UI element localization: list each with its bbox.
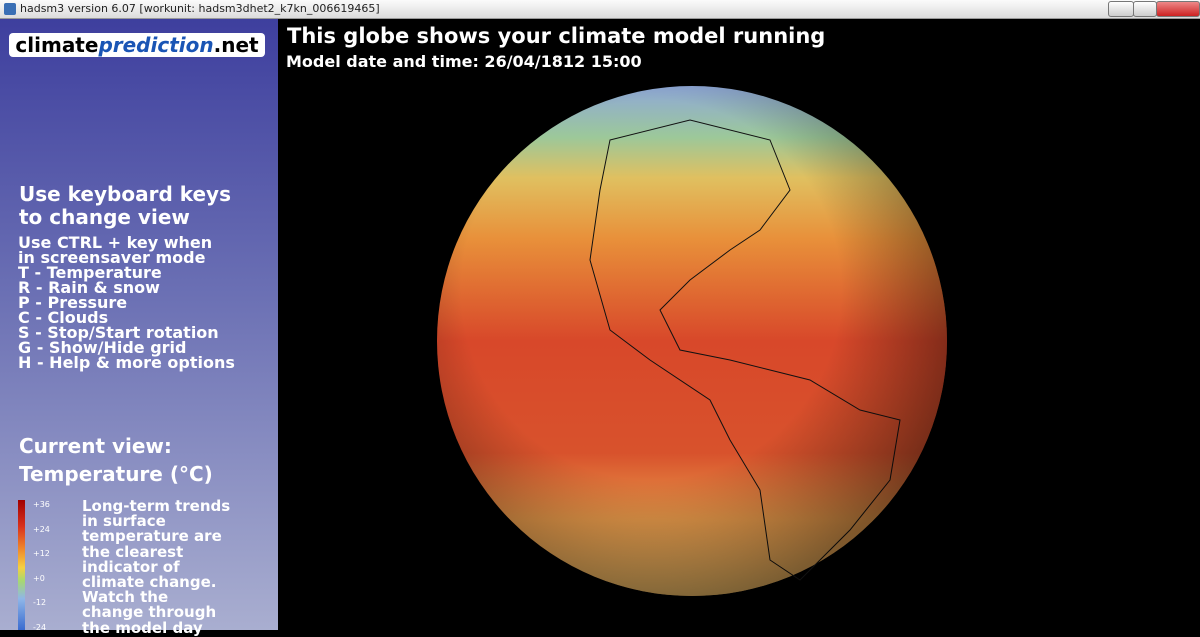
title-bar: hadsm3 version 6.07 [workunit: hadsm3dhe…	[0, 0, 1200, 19]
scale-label: +24	[33, 524, 50, 534]
description-line: indicator of	[82, 557, 180, 576]
shortcut-line: Use CTRL + key when	[18, 233, 213, 252]
scale-label: +12	[33, 549, 50, 559]
sidebar	[0, 19, 278, 630]
description-line: the model day	[82, 618, 203, 637]
logo-text: prediction	[98, 33, 214, 57]
globe	[437, 86, 947, 596]
logo-text: .net	[213, 33, 259, 57]
description-line: the clearest	[82, 542, 184, 561]
description-line: Long-term trends	[82, 497, 231, 515]
description-line: change through	[82, 603, 217, 622]
shortcut-line: S - Stop/Start rotation	[18, 323, 219, 342]
sidebar-heading: Use keyboard keys	[19, 182, 232, 206]
app-icon	[4, 3, 16, 15]
minimize-button[interactable]	[1108, 1, 1134, 17]
main-title: This globe shows your climate model runn…	[287, 24, 826, 48]
shortcut-line: in screensaver mode	[18, 248, 206, 267]
shortcut-line: T - Temperature	[18, 263, 162, 282]
description-line: climate change.	[82, 573, 217, 591]
logo-text: climate	[15, 33, 99, 57]
shortcut-line: P - Pressure	[18, 293, 128, 312]
close-button[interactable]	[1156, 1, 1200, 17]
description-line: in surface	[82, 512, 166, 531]
scale-label: -12	[33, 598, 47, 608]
sidebar-heading: to change view	[19, 205, 190, 229]
scale-label: +0	[33, 573, 45, 583]
window-title: hadsm3 version 6.07 [workunit: hadsm3dhe…	[20, 2, 380, 15]
logo: climateprediction.net	[9, 33, 265, 57]
shortcut-line: H - Help & more options	[18, 353, 235, 372]
description-line: Watch the	[82, 588, 169, 607]
globe-shading	[437, 86, 947, 596]
shortcut-line: G - Show/Hide grid	[18, 338, 187, 357]
current-view: Temperature (°C)	[19, 462, 213, 486]
scale-label: +36	[33, 500, 50, 509]
model-date: Model date and time: 26/04/1812 15:00	[286, 52, 642, 71]
description-line: temperature are	[82, 527, 222, 546]
color-scale	[18, 500, 25, 630]
maximize-button[interactable]	[1133, 1, 1157, 17]
scale-label: -24	[33, 623, 47, 632]
current-view-label: Current view:	[19, 434, 172, 458]
shortcut-line: R - Rain & snow	[18, 278, 160, 297]
shortcut-line: C - Clouds	[18, 308, 109, 327]
